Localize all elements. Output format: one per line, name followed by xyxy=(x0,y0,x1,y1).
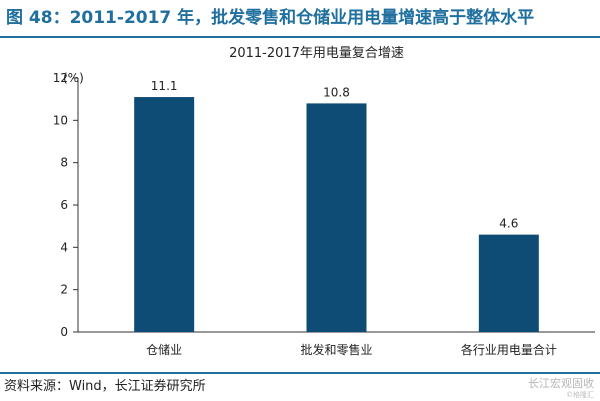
chart-title: 2011-2017年用电量复合增速 xyxy=(229,46,404,61)
bar-value-label: 10.8 xyxy=(323,85,350,99)
y-tick-label: 6 xyxy=(60,198,68,212)
source-note: 资料来源：Wind，长江证券研究所 xyxy=(4,379,206,394)
bar xyxy=(134,97,195,332)
figure-title: 图 48：2011-2017 年，批发零售和仓储业用电量增速高于整体水平 xyxy=(6,8,535,28)
title-divider xyxy=(0,36,600,38)
bar xyxy=(478,234,539,332)
y-tick-label: 12 xyxy=(53,71,68,85)
bar xyxy=(306,103,367,333)
y-tick-label: 0 xyxy=(60,325,68,339)
y-tick-label: 8 xyxy=(60,156,68,170)
y-tick-label: 4 xyxy=(60,240,68,254)
watermark-sub-text: ©格隆汇 xyxy=(566,391,594,399)
bar-value-label: 11.1 xyxy=(151,79,178,93)
x-category-label: 批发和零售业 xyxy=(300,342,372,357)
footer-divider xyxy=(0,372,600,374)
y-tick-label: 10 xyxy=(53,113,68,127)
x-category-label: 仓储业 xyxy=(146,342,182,357)
bar-value-label: 4.6 xyxy=(499,217,518,231)
x-category-label: 各行业用电量合计 xyxy=(461,342,557,357)
watermark-text: 长江宏观固收 xyxy=(528,377,594,390)
y-tick-label: 2 xyxy=(60,283,68,297)
